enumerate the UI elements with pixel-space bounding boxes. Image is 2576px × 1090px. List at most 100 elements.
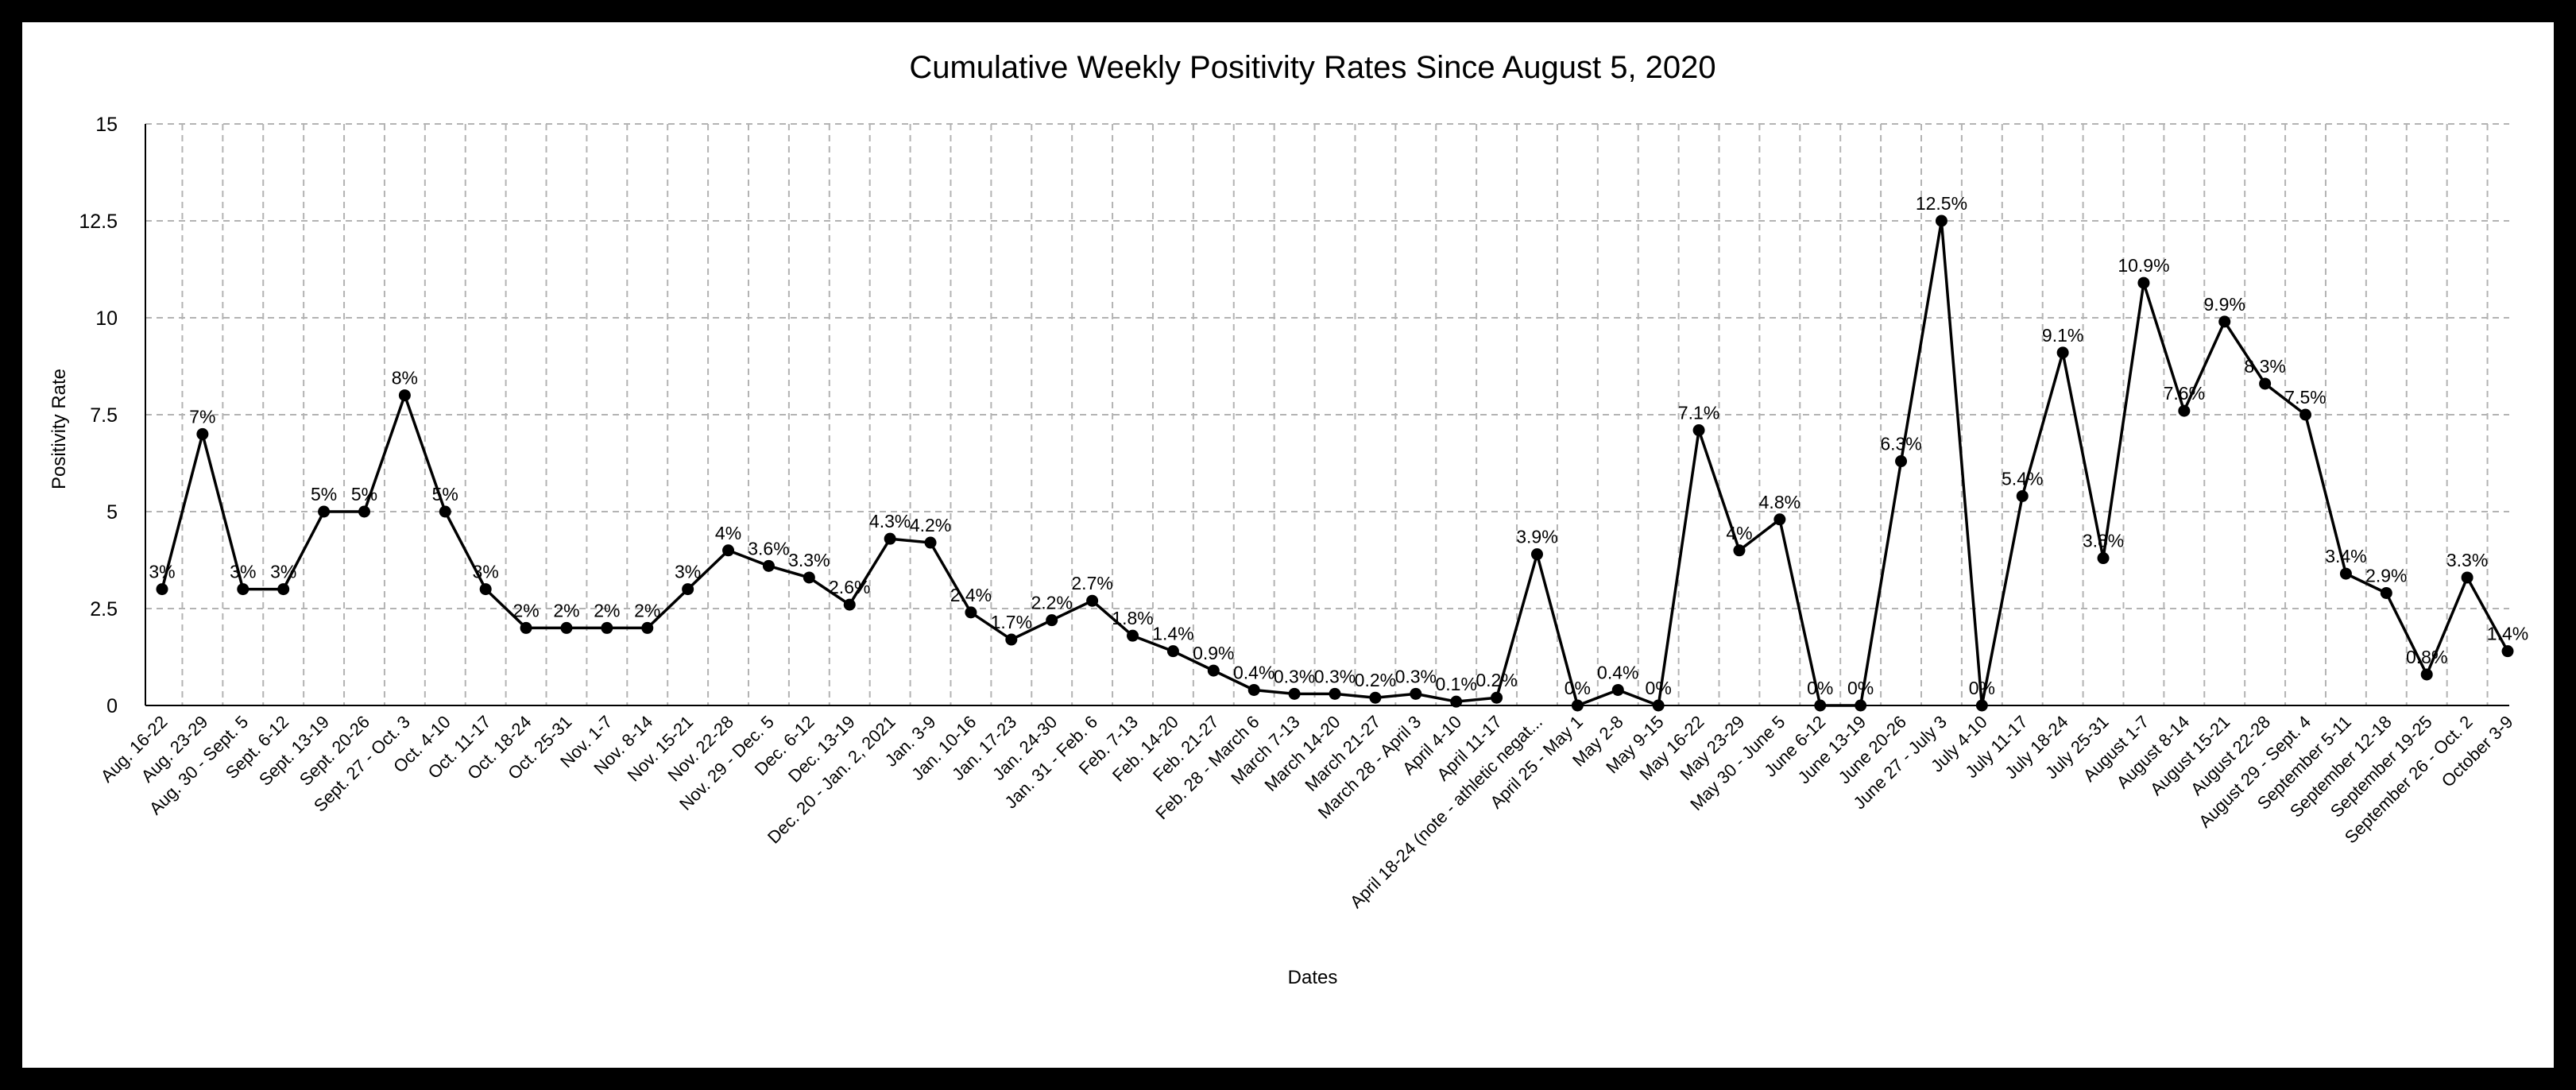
data-point bbox=[722, 544, 735, 557]
data-point bbox=[1935, 215, 1947, 227]
data-label: 5% bbox=[432, 484, 458, 504]
data-label: 2.4% bbox=[950, 585, 992, 605]
data-point bbox=[1288, 687, 1301, 700]
data-label: 10.9% bbox=[2118, 255, 2169, 276]
data-point bbox=[1450, 695, 1463, 708]
data-label: 0.9% bbox=[1193, 643, 1234, 663]
data-label: 0.3% bbox=[1274, 666, 1315, 686]
data-points bbox=[156, 215, 2514, 712]
data-point bbox=[398, 389, 411, 402]
data-label: 0.3% bbox=[1395, 666, 1437, 686]
data-label: 3% bbox=[230, 562, 256, 582]
data-point bbox=[1207, 664, 1220, 677]
data-point bbox=[237, 583, 249, 596]
axes bbox=[145, 124, 2509, 706]
data-label: 6.3% bbox=[1880, 434, 1921, 454]
data-label: 3.3% bbox=[788, 550, 830, 570]
data-label: 2% bbox=[594, 600, 620, 620]
data-point bbox=[2380, 586, 2392, 599]
data-label: 0% bbox=[1969, 678, 1995, 698]
data-point bbox=[1814, 699, 1827, 712]
data-point bbox=[1166, 645, 1179, 658]
data-point bbox=[1247, 683, 1260, 696]
data-label: 7.6% bbox=[2164, 383, 2205, 404]
series-line bbox=[161, 220, 2509, 708]
chart-title: Cumulative Weekly Positivity Rates Since… bbox=[909, 50, 1715, 85]
data-point bbox=[2218, 315, 2231, 328]
data-label: 3% bbox=[473, 562, 499, 582]
data-label: 2% bbox=[553, 600, 579, 620]
data-label: 0.4% bbox=[1597, 662, 1638, 682]
data-label: 9.9% bbox=[2204, 294, 2245, 315]
data-point bbox=[1329, 687, 1341, 700]
data-point bbox=[1652, 699, 1665, 712]
data-point bbox=[1086, 594, 1099, 607]
data-label: 0% bbox=[1565, 678, 1591, 698]
data-label: 0.2% bbox=[1476, 670, 1517, 690]
data-point bbox=[1611, 683, 1624, 696]
data-label: 2.6% bbox=[829, 577, 870, 597]
data-label: 8% bbox=[392, 368, 418, 388]
y-axis-title: Positivity Rate bbox=[48, 369, 70, 489]
data-label: 3.4% bbox=[2325, 546, 2366, 566]
data-label: 3.6% bbox=[748, 538, 789, 559]
data-point bbox=[520, 621, 532, 634]
data-point bbox=[1571, 699, 1584, 712]
data-point bbox=[479, 583, 492, 596]
y-tick-label: 10 bbox=[95, 307, 118, 330]
data-point bbox=[1127, 629, 1139, 642]
data-label: 8.3% bbox=[2244, 356, 2285, 377]
data-point bbox=[1369, 691, 1382, 704]
data-label: 12.5% bbox=[1916, 193, 1967, 214]
data-label: 2% bbox=[512, 600, 539, 620]
data-label: 1.8% bbox=[1112, 608, 1153, 628]
data-point bbox=[641, 621, 654, 634]
y-tick-label: 2.5 bbox=[90, 598, 118, 620]
data-label: 0% bbox=[1646, 678, 1672, 698]
y-tick-label: 0 bbox=[106, 695, 118, 717]
data-label: 3.3% bbox=[2446, 550, 2488, 570]
data-label: 2% bbox=[634, 600, 660, 620]
y-tick-labels: 0 2.5 5 7.5 10 12.5 15 bbox=[79, 114, 118, 717]
data-label: 7.5% bbox=[2284, 387, 2326, 408]
data-point bbox=[1895, 455, 1908, 468]
gridlines bbox=[145, 123, 2509, 705]
data-point bbox=[924, 536, 937, 549]
data-point bbox=[1733, 544, 1746, 557]
data-point bbox=[1975, 699, 1988, 712]
data-label: 4.3% bbox=[869, 511, 911, 531]
data-label: 1.7% bbox=[991, 612, 1032, 632]
data-labels: 3%7%3% 3%5% 5%8%5%3%2% 2% 2% 2%3%4%3.6%3.3%2.… bbox=[149, 193, 2528, 698]
data-point bbox=[601, 621, 613, 634]
data-point bbox=[1692, 424, 1705, 437]
data-point bbox=[2056, 346, 2069, 359]
data-point bbox=[2420, 668, 2433, 681]
y-tick-label: 15 bbox=[95, 114, 118, 136]
data-point bbox=[1530, 548, 1543, 561]
data-point bbox=[1773, 513, 1786, 526]
data-label: 3.9% bbox=[1516, 527, 1557, 547]
data-label: 9.1% bbox=[2042, 325, 2083, 346]
data-label: 0.3% bbox=[1314, 666, 1356, 686]
data-point bbox=[2299, 408, 2312, 421]
x-axis-title: Dates bbox=[1288, 967, 1338, 988]
line-chart: Cumulative Weekly Positivity Rates Since… bbox=[48, 50, 2528, 988]
data-label: 0% bbox=[1847, 678, 1874, 698]
data-label: 2.2% bbox=[1031, 593, 1073, 613]
data-label: 3.8% bbox=[2083, 531, 2124, 551]
data-label: 7% bbox=[189, 406, 215, 427]
data-label: 4% bbox=[715, 523, 741, 543]
data-label: 7.1% bbox=[1678, 403, 1719, 423]
data-point bbox=[2097, 552, 2110, 565]
data-point bbox=[1005, 633, 1018, 646]
y-tick-label: 5 bbox=[106, 501, 118, 524]
data-point bbox=[884, 532, 896, 545]
data-label: 1.4% bbox=[2487, 624, 2528, 644]
data-label: 2.7% bbox=[1071, 573, 1112, 593]
data-label: 5% bbox=[311, 484, 337, 504]
data-point bbox=[1491, 691, 1503, 704]
data-point bbox=[1046, 614, 1058, 627]
data-label: 0.8% bbox=[2406, 647, 2447, 667]
data-point bbox=[2178, 404, 2191, 417]
